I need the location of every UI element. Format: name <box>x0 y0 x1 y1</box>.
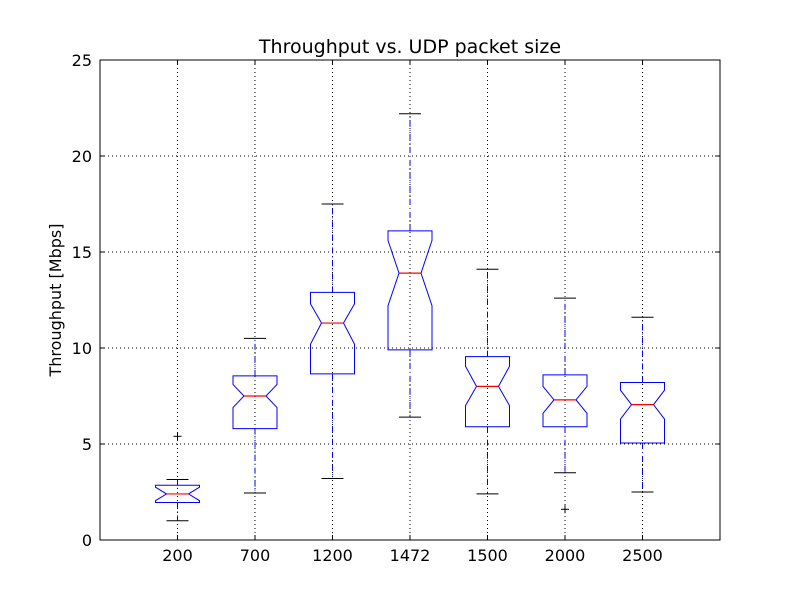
notched-box <box>620 382 665 444</box>
y-tick-label: 20 <box>72 147 92 166</box>
box-group-1472 <box>387 113 433 418</box>
box-group-700 <box>232 337 278 494</box>
notched-box <box>542 374 588 428</box>
y-tick-label: 0 <box>82 531 92 550</box>
chart-title: Throughput vs. UDP packet size <box>258 36 561 58</box>
x-tick-label: 200 <box>162 546 193 565</box>
x-tick-label: 1500 <box>467 546 508 565</box>
y-tick-label: 15 <box>72 243 92 262</box>
tick-layer: 0 5 10 15 20 25 200 700 1200 1472 1500 2000 2500 <box>72 51 720 565</box>
x-tick-label: 2000 <box>545 546 586 565</box>
notched-box <box>232 375 278 430</box>
x-tick-label: 2500 <box>622 546 663 565</box>
y-tick-label: 10 <box>72 339 92 358</box>
y-axis-label: Throughput [Mbps] <box>46 224 65 378</box>
notched-box <box>465 356 510 428</box>
x-tick-label: 700 <box>240 546 271 565</box>
box-group-1200 <box>310 203 355 480</box>
box-group-1500 <box>465 268 510 495</box>
notched-box <box>155 484 200 504</box>
y-tick-label: 25 <box>72 51 92 70</box>
box-group-200 <box>155 432 200 522</box>
box-layer <box>155 113 665 522</box>
x-tick-label: 1472 <box>390 546 431 565</box>
y-tick-label: 5 <box>82 435 92 454</box>
grid-layer <box>100 60 720 540</box>
box-group-2000 <box>542 297 588 514</box>
x-tick-label: 1200 <box>312 546 353 565</box>
box-group-2500 <box>620 316 665 493</box>
notched-box <box>387 230 433 351</box>
notched-box <box>310 291 355 375</box>
